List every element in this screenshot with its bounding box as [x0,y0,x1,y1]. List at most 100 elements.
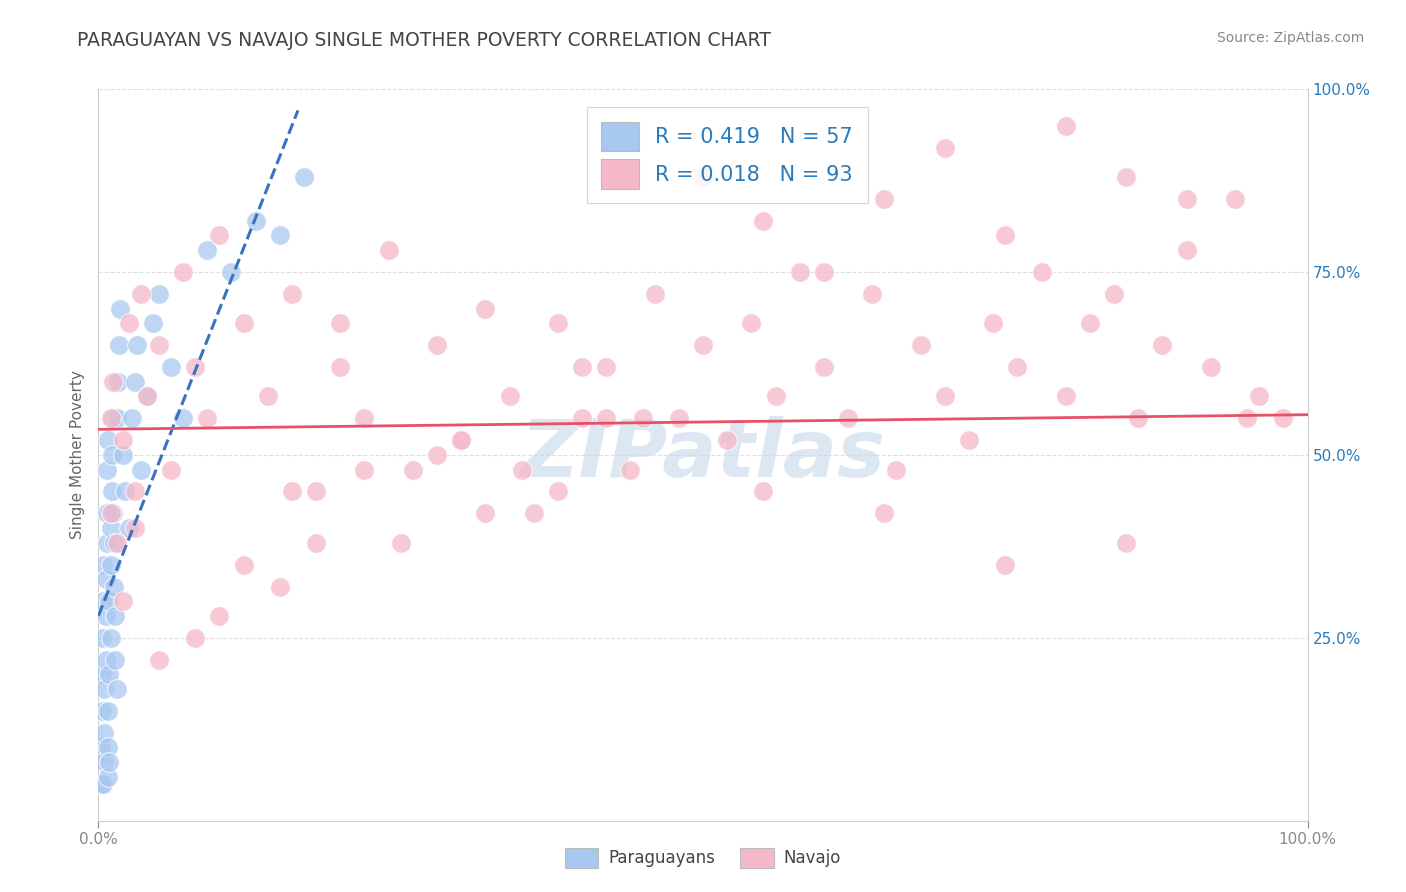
Point [474,507,496,521]
Point [886,462,908,476]
Point [305,535,328,549]
Point [97,704,120,718]
Point [644,287,666,301]
Point [1236,411,1258,425]
Point [93,681,115,696]
Point [474,301,496,316]
Point [281,287,304,301]
Point [118,316,141,330]
Point [184,360,207,375]
Point [752,484,775,499]
Point [1031,265,1053,279]
Point [752,214,775,228]
Point [619,462,641,476]
Point [353,411,375,425]
Point [100,448,122,462]
Point [571,360,593,375]
Point [245,214,267,228]
Point [160,462,183,476]
Point [934,389,956,403]
Point [716,434,738,448]
Point [450,434,472,448]
Point [305,484,328,499]
Point [98,594,121,608]
Point [91,594,114,608]
Point [740,316,762,330]
Point [813,265,835,279]
Point [91,704,114,718]
Point [1054,119,1077,133]
Point [111,434,134,448]
Point [1054,389,1077,403]
Point [1175,243,1198,257]
Point [195,243,218,257]
Point [93,755,115,769]
Point [172,411,194,425]
Point [105,411,128,425]
Point [547,484,569,499]
Point [1078,316,1101,330]
Point [100,484,122,499]
Point [101,375,124,389]
Point [957,434,980,448]
Point [135,389,157,403]
Point [281,484,304,499]
Text: ZIPatlas: ZIPatlas [520,416,886,494]
Point [135,389,157,403]
Point [837,411,859,425]
Point [121,411,143,425]
Point [994,228,1017,243]
Point [93,726,115,740]
Point [523,507,546,521]
Point [873,507,896,521]
Point [94,653,117,667]
Point [450,434,472,448]
Point [426,448,449,462]
Point [114,484,136,499]
Point [668,411,690,425]
Point [97,434,120,448]
Point [105,535,128,549]
Point [329,360,352,375]
Point [96,507,118,521]
Point [595,360,617,375]
Point [1272,411,1295,425]
Point [98,755,121,769]
Point [1128,411,1150,425]
Point [100,507,122,521]
Point [910,338,932,352]
Y-axis label: Single Mother Poverty: Single Mother Poverty [70,370,86,540]
Point [104,608,127,623]
Point [100,411,122,425]
Point [98,667,121,681]
Point [91,667,114,681]
Point [1115,169,1137,184]
Point [934,141,956,155]
Legend: Paraguayans, Navajo: Paraguayans, Navajo [558,841,848,875]
Point [148,338,170,352]
Point [1007,360,1029,375]
Point [107,375,129,389]
Point [160,360,183,375]
Point [148,287,170,301]
Point [103,535,125,549]
Point [111,448,134,462]
Point [124,484,146,499]
Point [104,653,127,667]
Point [129,462,152,476]
Text: PARAGUAYAN VS NAVAJO SINGLE MOTHER POVERTY CORRELATION CHART: PARAGUAYAN VS NAVAJO SINGLE MOTHER POVER… [77,31,772,50]
Point [1249,389,1271,403]
Point [377,243,399,257]
Point [269,580,291,594]
Point [232,558,254,572]
Point [1102,287,1125,301]
Point [124,375,146,389]
Point [127,338,149,352]
Point [103,580,125,594]
Point [91,777,114,791]
Point [571,411,593,425]
Point [813,360,835,375]
Point [1115,535,1137,549]
Point [221,265,243,279]
Point [96,535,118,549]
